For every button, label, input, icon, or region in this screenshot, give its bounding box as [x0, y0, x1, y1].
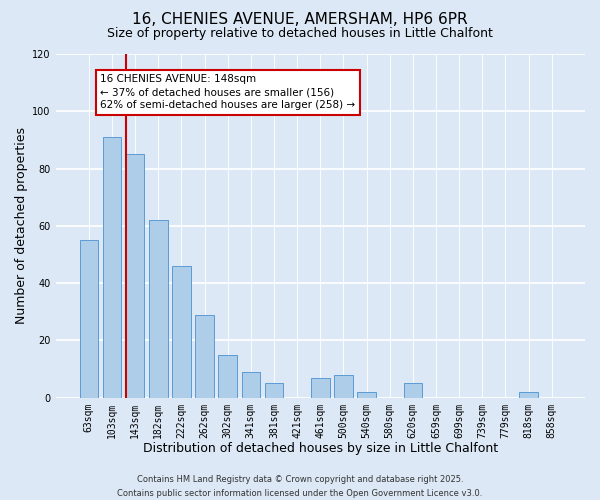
Text: 16 CHENIES AVENUE: 148sqm
← 37% of detached houses are smaller (156)
62% of semi: 16 CHENIES AVENUE: 148sqm ← 37% of detac… [100, 74, 356, 110]
Bar [242, 372, 260, 398]
Text: 16, CHENIES AVENUE, AMERSHAM, HP6 6PR: 16, CHENIES AVENUE, AMERSHAM, HP6 6PR [132, 12, 468, 28]
Text: Size of property relative to detached houses in Little Chalfont: Size of property relative to detached ho… [107, 28, 493, 40]
Bar [126, 154, 145, 398]
Bar [334, 375, 353, 398]
Bar [149, 220, 167, 398]
Bar [172, 266, 191, 398]
Bar [357, 392, 376, 398]
Bar [103, 137, 121, 398]
Text: Contains HM Land Registry data © Crown copyright and database right 2025.
Contai: Contains HM Land Registry data © Crown c… [118, 476, 482, 498]
Y-axis label: Number of detached properties: Number of detached properties [15, 128, 28, 324]
Bar [265, 384, 283, 398]
Bar [311, 378, 329, 398]
Bar [80, 240, 98, 398]
Bar [196, 314, 214, 398]
X-axis label: Distribution of detached houses by size in Little Chalfont: Distribution of detached houses by size … [143, 442, 498, 455]
Bar [404, 384, 422, 398]
Bar [519, 392, 538, 398]
Bar [218, 355, 237, 398]
